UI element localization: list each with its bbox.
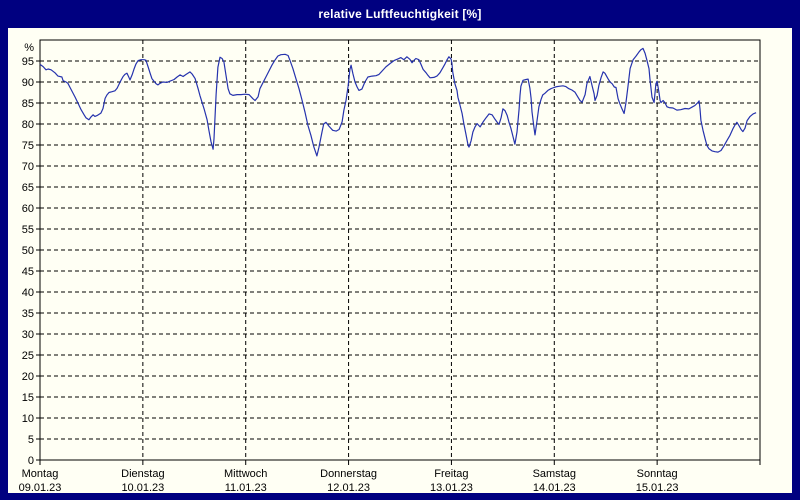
- humidity-line: [39, 47, 757, 157]
- y-tick-label: 80: [22, 119, 34, 131]
- title-bar: relative Luftfeuchtigkeit [%]: [0, 0, 800, 28]
- y-tick-label: 5: [28, 434, 34, 446]
- y-tick-label: 20: [22, 371, 34, 383]
- x-date-label: 15.01.23: [636, 482, 679, 494]
- y-tick-label: 35: [22, 308, 34, 320]
- x-day-label: Samstag: [533, 468, 576, 480]
- x-date-label: 12.01.23: [327, 482, 370, 494]
- y-axis-unit-label: %: [24, 42, 34, 54]
- y-tick-label: 45: [22, 266, 34, 278]
- x-date-label: 11.01.23: [225, 482, 267, 494]
- chart-panel: [8, 28, 792, 493]
- y-tick-label: 85: [22, 98, 34, 110]
- x-day-label: Montag: [22, 468, 59, 480]
- y-tick-label: 60: [22, 203, 34, 215]
- x-date-label: 14.01.23: [533, 482, 576, 494]
- y-tick-label: 25: [22, 350, 34, 362]
- y-tick-label: 90: [22, 77, 34, 89]
- x-day-label: Dienstag: [121, 468, 164, 480]
- plot-frame: [39, 39, 761, 461]
- y-tick-label: 30: [22, 329, 34, 341]
- y-tick-label: 75: [22, 140, 34, 152]
- x-day-label: Donnerstag: [320, 468, 377, 480]
- y-tick-label: 65: [22, 182, 34, 194]
- y-tick-label: 10: [22, 413, 34, 425]
- x-day-label: Freitag: [434, 468, 468, 480]
- x-date-label: 13.01.23: [430, 482, 473, 494]
- x-day-label: Mittwoch: [224, 468, 267, 480]
- y-tick-label: 15: [22, 392, 34, 404]
- y-tick-label: 40: [22, 287, 34, 299]
- y-tick-label: 95: [22, 56, 34, 68]
- x-day-label: Sonntag: [637, 468, 678, 480]
- window-title: relative Luftfeuchtigkeit [%]: [318, 7, 482, 21]
- y-tick-label: 70: [22, 161, 34, 173]
- y-tick-label: 50: [22, 245, 34, 257]
- y-tick-label: 0: [28, 455, 34, 467]
- x-date-label: 10.01.23: [121, 482, 164, 494]
- y-tick-label: 55: [22, 224, 34, 236]
- x-date-label: 09.01.23: [19, 482, 62, 494]
